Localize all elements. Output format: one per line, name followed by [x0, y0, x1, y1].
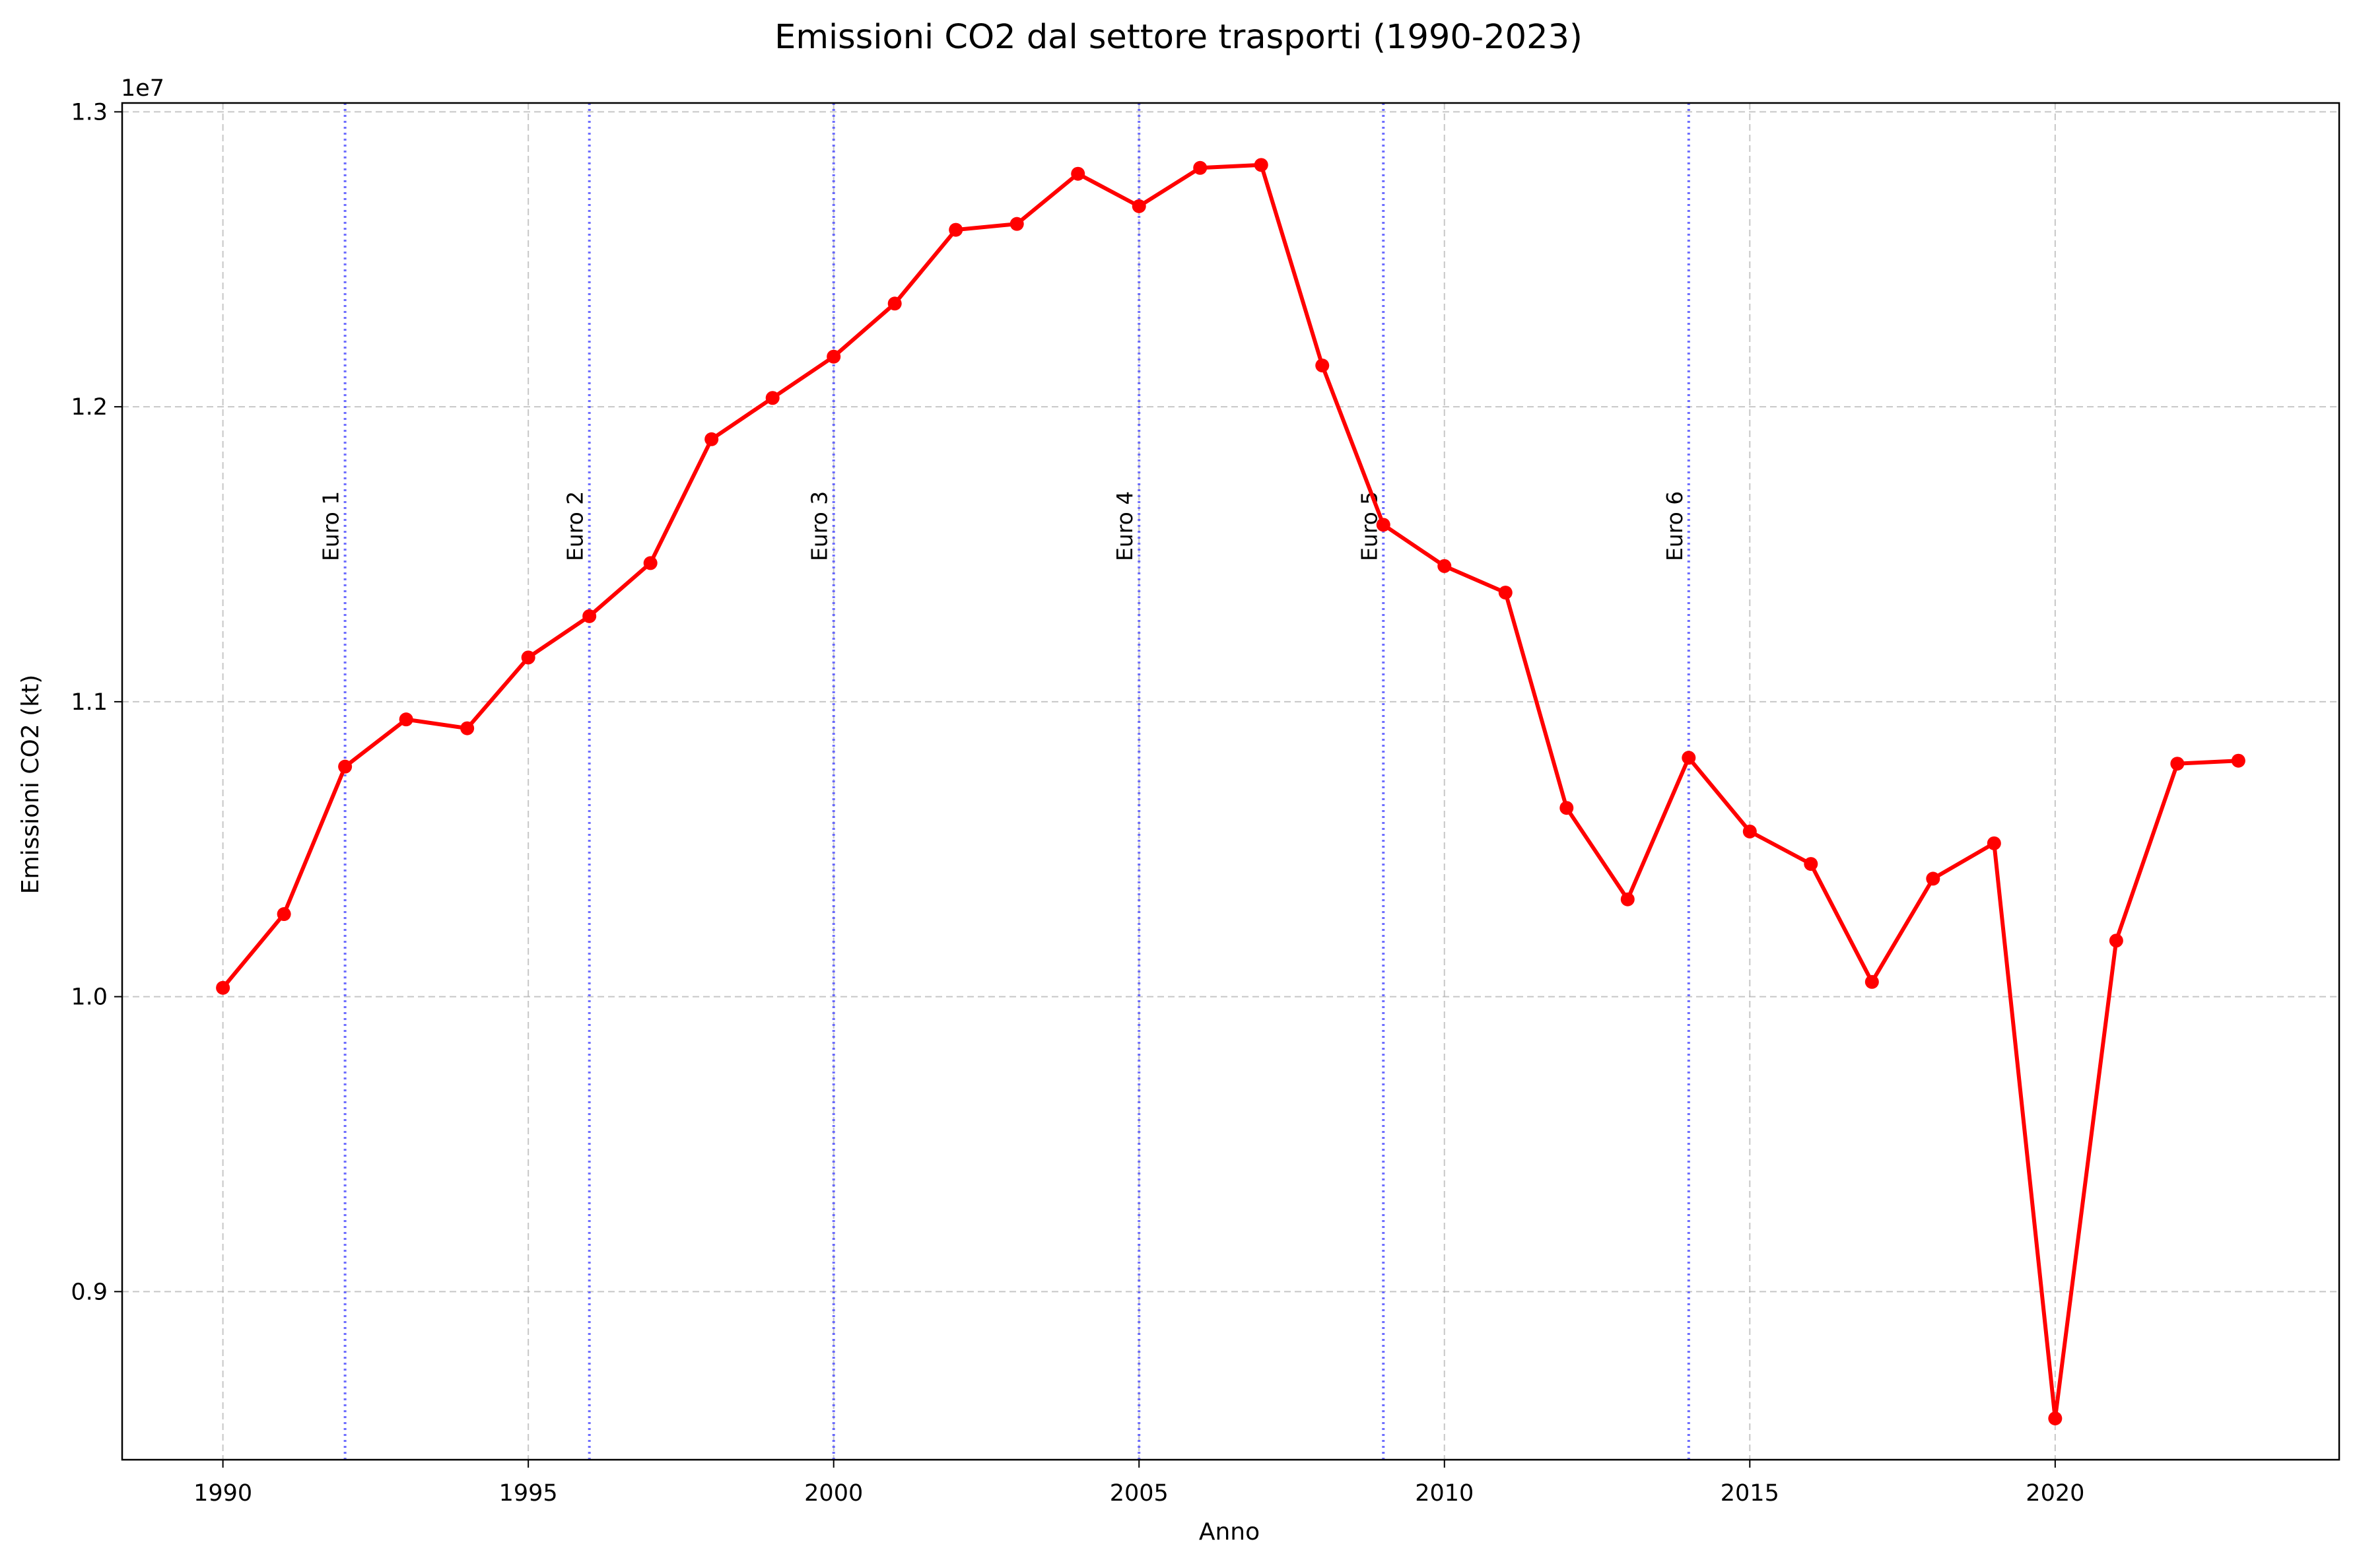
x-tick-label: 2020 — [2026, 1480, 2084, 1507]
data-point — [277, 907, 291, 922]
data-point — [2170, 757, 2185, 771]
data-point — [1009, 217, 1024, 231]
data-point — [827, 349, 841, 364]
x-axis-label: Anno — [1199, 1518, 1260, 1546]
data-point — [1926, 871, 1940, 886]
data-point — [1315, 358, 1330, 373]
data-point — [582, 609, 597, 623]
reference-line-label: Euro 1 — [318, 491, 344, 561]
data-point — [1559, 801, 1574, 815]
y-offset-label: 1e7 — [121, 75, 164, 102]
data-point — [338, 759, 353, 774]
data-point — [887, 296, 902, 311]
y-tick-label: 1.0 — [71, 984, 108, 1011]
series-line — [221, 162, 2239, 1421]
data-point — [1742, 824, 1757, 838]
data-point — [2109, 934, 2123, 948]
data-point — [704, 432, 719, 446]
reference-line-label: Euro 3 — [807, 491, 833, 561]
data-point — [1682, 751, 1696, 765]
data-point — [521, 650, 535, 665]
reference-line-label: Euro 4 — [1112, 491, 1138, 561]
y-tick-label: 1.2 — [71, 394, 108, 421]
data-point — [460, 721, 475, 735]
x-tick-label: 2000 — [804, 1480, 863, 1507]
data-point — [1620, 892, 1635, 906]
reference-line-label: Euro 2 — [563, 491, 588, 561]
x-tick-label: 1990 — [193, 1480, 252, 1507]
y-axis-label: Emissioni CO2 (kt) — [17, 675, 44, 895]
data-point — [643, 556, 658, 570]
axis-ticks: 1990 1995 2000 2005 2010 2015 2020 0.9 1.0 1.1 1.2… — [71, 99, 2084, 1507]
reference-lines: Euro 1 Euro 2 Euro 3 Euro 4 Euro 5 Euro 6 — [318, 103, 1690, 1460]
data-point — [216, 980, 230, 995]
x-tick-label: 2005 — [1110, 1480, 1169, 1507]
reference-line-label: Euro 6 — [1662, 491, 1688, 561]
plot-frame — [121, 102, 2340, 1461]
chart-title: Emissioni CO2 dal settore trasporti (199… — [774, 18, 1583, 57]
y-tick-label: 1.3 — [71, 99, 108, 125]
y-tick-label: 0.9 — [71, 1279, 108, 1305]
data-point — [1193, 160, 1208, 175]
data-point — [1254, 158, 1268, 172]
x-tick-label: 2010 — [1415, 1480, 1474, 1507]
data-point — [1437, 559, 1452, 573]
x-tick-label: 1995 — [499, 1480, 558, 1507]
data-point — [399, 712, 413, 727]
data-point — [1804, 857, 1818, 871]
grid — [122, 103, 2339, 1460]
data-point — [1987, 836, 2001, 850]
data-point — [1376, 518, 1390, 532]
data-point — [2231, 753, 2245, 768]
data-point — [1132, 199, 1146, 213]
data-point — [1498, 586, 1513, 600]
data-point — [1864, 974, 1879, 989]
data-point — [1071, 166, 1085, 181]
data-point — [2048, 1411, 2063, 1425]
series — [216, 158, 2245, 1425]
y-tick-label: 1.1 — [71, 689, 108, 716]
x-tick-label: 2015 — [1721, 1480, 1779, 1507]
data-point — [949, 222, 963, 237]
data-point — [765, 391, 780, 405]
